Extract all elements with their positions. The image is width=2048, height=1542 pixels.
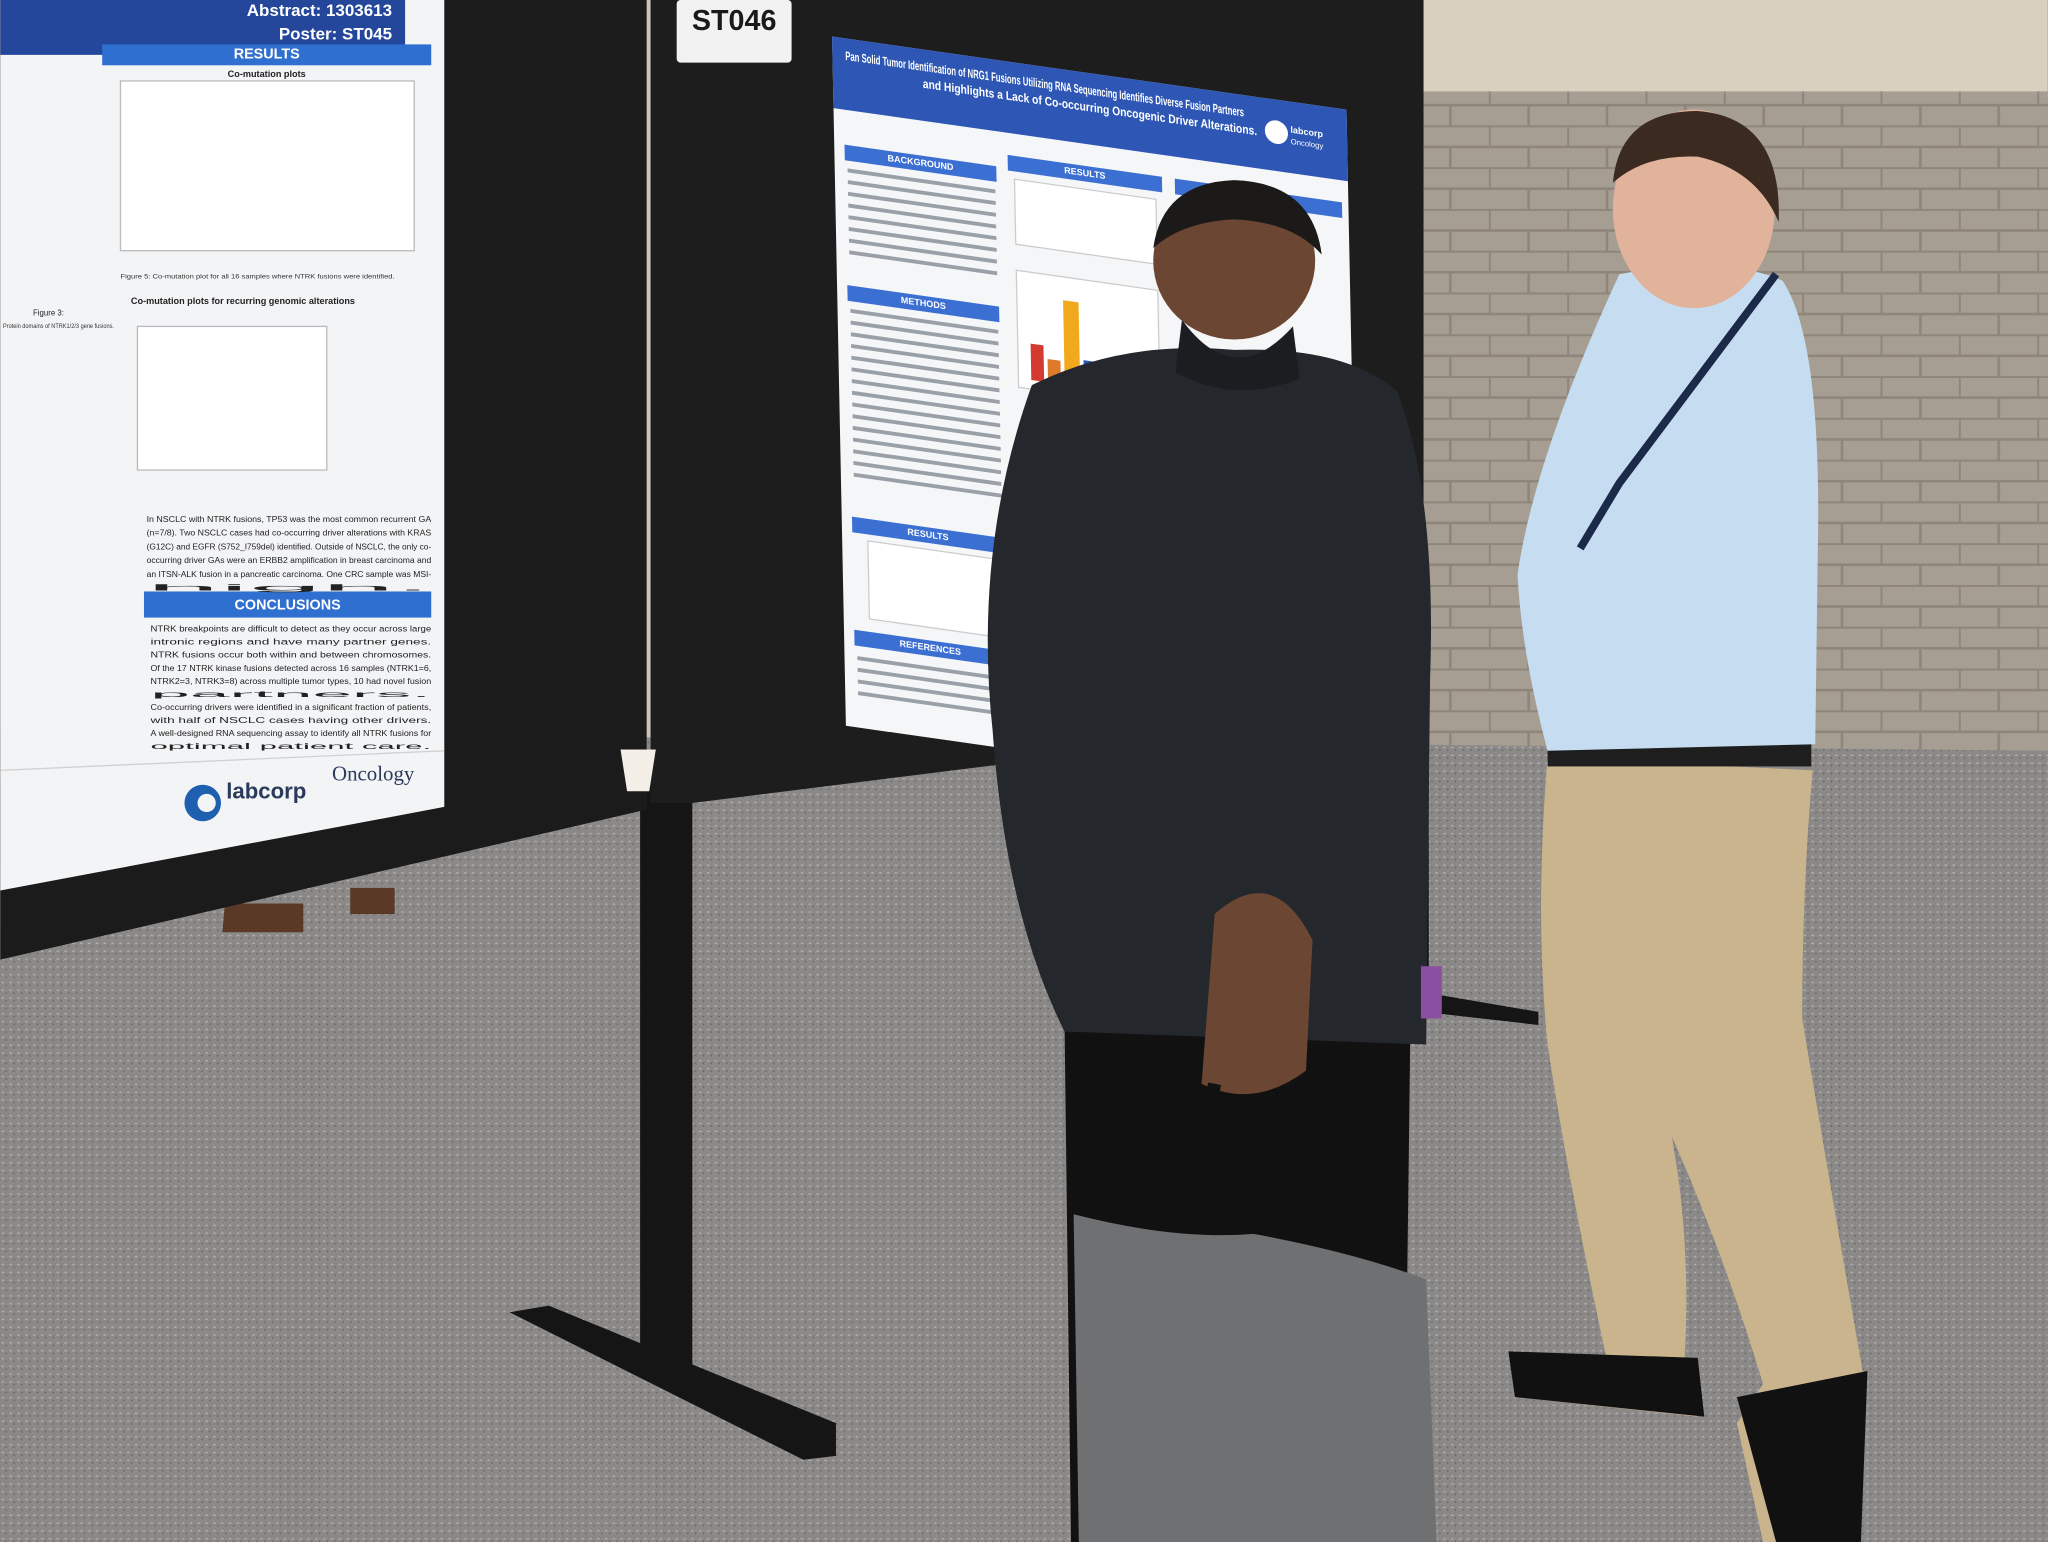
figure-caption: Protein domains of NTRK1/2/3 gene fusion… — [3, 323, 114, 330]
text-line — [852, 390, 1000, 416]
poster-header — [832, 36, 1348, 182]
stand-base-right — [1423, 992, 1539, 1025]
board-label: ST046 — [692, 5, 777, 37]
paper-cup — [620, 749, 656, 792]
text-line — [851, 367, 1000, 393]
results-bar — [102, 44, 432, 66]
results-line: high. — [147, 582, 432, 592]
logo-mark-inner — [197, 793, 216, 813]
results-bar-left — [851, 516, 1005, 554]
text-line — [857, 667, 1006, 693]
text-line — [851, 355, 1000, 381]
hair — [1612, 110, 1779, 222]
text-line — [848, 238, 997, 264]
text-line — [848, 226, 997, 252]
conclusion-line: A well-designed RNA sequencing assay to … — [151, 728, 432, 738]
text-line — [848, 215, 997, 241]
text-line — [848, 191, 996, 217]
text-line — [853, 449, 1002, 475]
collar — [1175, 319, 1300, 391]
logo-text: labcorp — [226, 778, 306, 803]
logo-divider — [0, 750, 445, 771]
hands — [1201, 893, 1313, 1095]
conclusion-line: intronic regions and have many partner g… — [151, 637, 432, 647]
recurring-plot — [136, 325, 328, 471]
board-label-card — [676, 0, 792, 63]
abstract-number: Abstract: 1303613 — [247, 1, 392, 20]
text-line — [850, 332, 999, 358]
text-line — [847, 168, 996, 194]
results-line: (n=7/8). Two NSCLC cases had co-occurrin… — [147, 528, 432, 538]
chart-bar — [1063, 300, 1081, 387]
background-shoes — [222, 887, 395, 933]
results-table — [1013, 178, 1158, 266]
conclusion-line: Of the 17 NTRK kinase fusions detected a… — [151, 663, 432, 673]
results-line: occurring driver GAs were an ERBB2 ampli… — [147, 555, 432, 565]
jacket — [987, 347, 1431, 1045]
logo-text: labcorp — [1290, 125, 1323, 140]
tote-bag — [1073, 1214, 1437, 1542]
figure-caption: Figure 5: Co-mutation plot for all 16 sa… — [120, 274, 394, 281]
text-line — [851, 343, 1000, 369]
figure-title: Co-mutation plots — [228, 69, 306, 79]
shirt — [1517, 265, 1819, 751]
text-line — [848, 203, 997, 229]
background-bar — [844, 144, 997, 182]
hair — [1153, 180, 1322, 255]
conclusion-line: partners. — [151, 689, 432, 699]
poster-number: Poster: ST045 — [279, 25, 392, 44]
text-line — [850, 320, 999, 346]
conclusion-line: optimal patient care. — [151, 741, 432, 751]
results-line: an ITSN-ALK fusion in a pancreatic carci… — [147, 569, 432, 579]
trousers — [1514, 757, 1865, 1542]
logo-mark — [1264, 120, 1288, 144]
references-bar — [854, 629, 1007, 667]
results-bar-right — [1007, 154, 1163, 193]
text-line — [851, 379, 1000, 405]
conclusion-line: with half of NSCLC cases having other dr… — [149, 715, 431, 725]
conclusion-line: Co-occurring drivers were identified in … — [151, 702, 432, 712]
stand-post-left — [640, 783, 693, 1378]
presenter — [1508, 109, 1868, 1542]
visitor — [987, 180, 1437, 1542]
figure-label: Figure 3: — [33, 308, 64, 317]
text-line — [849, 250, 998, 276]
stand-base-left — [509, 1305, 836, 1460]
text-line — [852, 425, 1001, 451]
text-line — [857, 679, 1006, 705]
section-heading: RESULTS — [234, 47, 300, 63]
bag-on-floor — [1420, 966, 1442, 1019]
text-line — [857, 656, 1006, 682]
text-line — [853, 472, 1002, 498]
upper-wall — [1325, 0, 2048, 98]
text-line — [847, 180, 996, 206]
conclusions-bar — [143, 591, 432, 618]
text-line — [852, 414, 1001, 440]
chart-bar — [1030, 343, 1045, 382]
conclusion-line: NTRK breakpoints are difficult to detect… — [151, 624, 432, 634]
left-poster: Abstract: 1303613 Poster: ST045 RESULTS Co-… — [0, 0, 445, 891]
carpet — [0, 731, 2048, 1542]
logo-division: Oncology — [1291, 137, 1324, 151]
figure-title: Co-mutation plots for recurring genomic … — [131, 296, 355, 306]
shoes — [1508, 1351, 1868, 1542]
poster-header — [0, 0, 406, 55]
lanyard — [1576, 271, 1780, 551]
methods-bar — [847, 285, 1000, 323]
logo-division: Oncology — [332, 761, 415, 785]
text-line — [853, 461, 1002, 486]
conclusion-line: NTRK2=3, NTRK3=8) across multiple tumor … — [151, 676, 432, 686]
text-line — [852, 402, 1001, 428]
results-line: (G12C) and EGFR (S752_I759del) identifie… — [147, 541, 432, 551]
conclusion-line: NTRK fusions occur both within and betwe… — [151, 650, 432, 660]
section-heading: CONCLUSIONS — [235, 598, 342, 614]
comutation-plot — [119, 80, 415, 252]
text-line — [852, 437, 1001, 463]
text-line — [858, 691, 1007, 717]
text-line — [850, 308, 999, 334]
results-line: In NSCLC with NTRK fusions, TP53 was the… — [147, 514, 432, 524]
